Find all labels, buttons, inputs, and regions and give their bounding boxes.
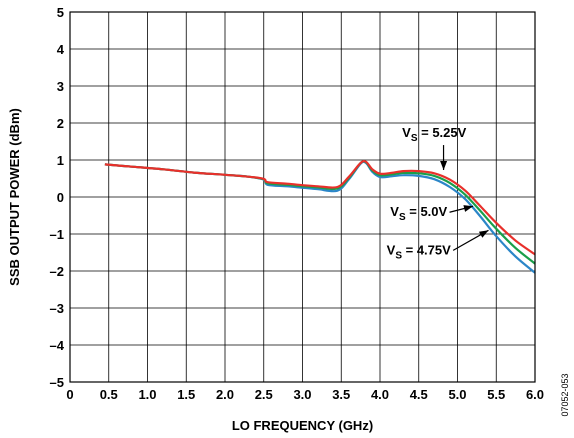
plot-frame <box>69 11 536 383</box>
x-tick-label: 0 <box>66 387 73 402</box>
y-tick-label: –5 <box>50 375 64 390</box>
x-tick-label: 1.0 <box>138 387 156 402</box>
y-tick-labels: 5 4 3 2 1 0 –1 –2 –3 –4 –5 <box>50 5 65 390</box>
y-tick-label: 5 <box>57 5 64 20</box>
series-line <box>104 160 536 274</box>
y-axis-title: SSB OUTPUT POWER (dBm) <box>7 108 22 286</box>
annotations: VS = 5.25V VS = 5.0V VS = 4.75V <box>387 125 489 261</box>
x-tick-label: 4.0 <box>371 387 389 402</box>
x-tick-label: 6.0 <box>526 387 544 402</box>
y-tick-label: 2 <box>57 116 64 131</box>
annotation-label: VS = 5.25V <box>402 125 466 144</box>
x-tick-label: 1.5 <box>177 387 195 402</box>
y-tick-label: 3 <box>57 79 64 94</box>
annotation-label: VS = 5.0V <box>390 204 447 223</box>
x-tick-label: 2.5 <box>255 387 273 402</box>
y-tick-label: 0 <box>57 190 64 205</box>
x-tick-label: 5.5 <box>487 387 505 402</box>
annotation-arrowhead <box>478 230 489 238</box>
annotation-label: VS = 4.75V <box>387 242 451 261</box>
series-line <box>104 159 536 256</box>
x-tick-label: 2.0 <box>216 387 234 402</box>
y-tick-label: –4 <box>50 338 65 353</box>
grid-layer <box>70 12 535 382</box>
series-line <box>104 160 536 265</box>
x-tick-label: 3.5 <box>332 387 350 402</box>
annotation-arrowhead <box>440 161 448 170</box>
y-tick-label: 1 <box>57 153 64 168</box>
y-tick-label: 4 <box>57 42 65 57</box>
x-tick-label: 5.0 <box>448 387 466 402</box>
series-layer <box>104 159 536 274</box>
y-tick-label: –2 <box>50 264 64 279</box>
x-tick-label: 0.5 <box>100 387 118 402</box>
y-tick-label: –3 <box>50 301 64 316</box>
x-tick-label: 3.0 <box>293 387 311 402</box>
x-tick-labels: 0 0.5 1.0 1.5 2.0 2.5 3.0 3.5 4.0 4.5 5.0 5.5 6.0 <box>66 387 544 402</box>
x-tick-label: 4.5 <box>410 387 428 402</box>
x-axis-title: LO FREQUENCY (GHz) <box>232 418 373 433</box>
figure-id: 07052-053 <box>560 373 570 416</box>
annotation-arrowhead <box>463 205 473 212</box>
y-tick-label: –1 <box>50 227 64 242</box>
